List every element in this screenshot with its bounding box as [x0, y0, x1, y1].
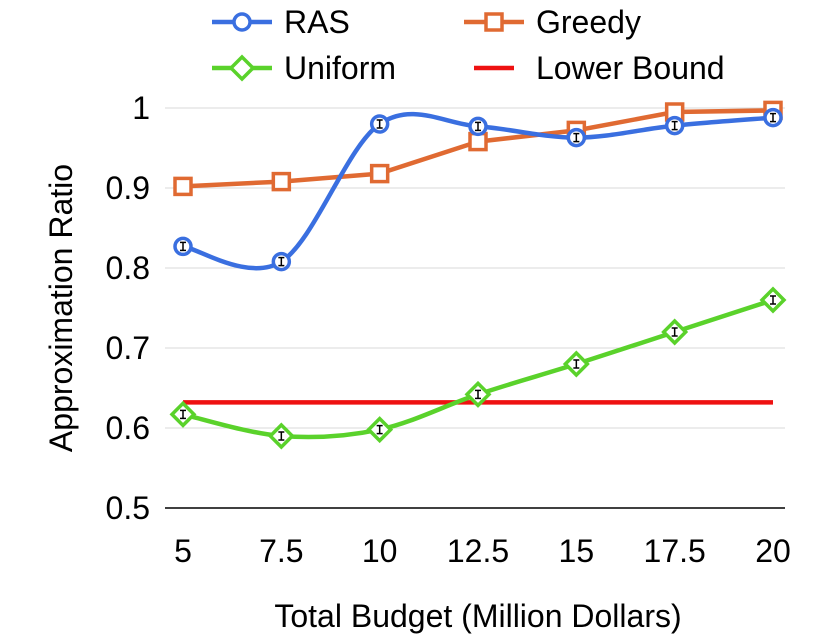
x-tick-label: 10 — [362, 533, 398, 569]
data-point-greedy — [369, 163, 390, 184]
x-tick-label: 5 — [174, 533, 192, 569]
error-bar — [671, 120, 678, 131]
x-tick-label: 15 — [559, 533, 595, 569]
x-tick-label: 17.5 — [644, 533, 706, 569]
series-line-uniform — [182, 297, 774, 440]
error-bar — [180, 409, 186, 420]
legend-label: Uniform — [284, 50, 396, 86]
y-tick-label: 0.8 — [106, 250, 150, 286]
y-tick-label: 0.7 — [106, 330, 150, 366]
legend-swatch-marker — [484, 12, 504, 32]
error-bar — [770, 295, 776, 305]
error-bar — [770, 112, 776, 123]
x-tick-label: 7.5 — [259, 533, 303, 569]
y-axis-title: Approximation Ratio — [43, 164, 79, 452]
error-bar — [475, 389, 481, 400]
legend-label: RAS — [284, 4, 350, 40]
error-bar — [376, 424, 383, 435]
y-tick-label: 0.5 — [106, 490, 150, 526]
legend-label: Greedy — [536, 4, 641, 40]
error-bar — [573, 132, 580, 143]
y-axis-ticks: 0.5 0.6 0.7 0.8 0.9 1 — [106, 90, 150, 526]
data-point-greedy — [271, 171, 292, 192]
legend-swatch-marker — [228, 54, 256, 82]
y-tick-label: 0.9 — [106, 170, 150, 206]
legend: RAS Greedy Uniform Lower Bound — [212, 4, 725, 86]
data-point-greedy — [173, 176, 193, 197]
x-tick-label: 20 — [755, 533, 791, 569]
x-tick-label: 12.5 — [447, 533, 509, 569]
legend-swatch-marker — [232, 12, 252, 32]
error-bar — [180, 241, 186, 252]
x-axis-title: Total Budget (Million Dollars) — [274, 598, 681, 634]
error-bar — [671, 327, 678, 337]
x-axis-ticks: 5 7.5 10 12.5 15 17.5 20 — [174, 533, 791, 569]
error-bar — [278, 431, 285, 441]
series-ras — [173, 107, 783, 272]
y-tick-label: 1 — [132, 90, 150, 126]
legend-label: Lower Bound — [536, 50, 725, 86]
series-uniform — [169, 286, 787, 450]
legend-item-lower-bound: Lower Bound — [474, 50, 725, 86]
error-bar — [573, 359, 580, 369]
series-greedy — [173, 100, 783, 197]
legend-item-uniform: Uniform — [212, 50, 396, 86]
y-tick-label: 0.6 — [106, 410, 150, 446]
legend-item-greedy: Greedy — [464, 4, 641, 40]
error-bar — [475, 121, 481, 132]
error-bar — [376, 119, 383, 129]
error-bar — [278, 256, 285, 267]
legend-item-ras: RAS — [212, 4, 350, 40]
series-layer — [169, 100, 787, 450]
